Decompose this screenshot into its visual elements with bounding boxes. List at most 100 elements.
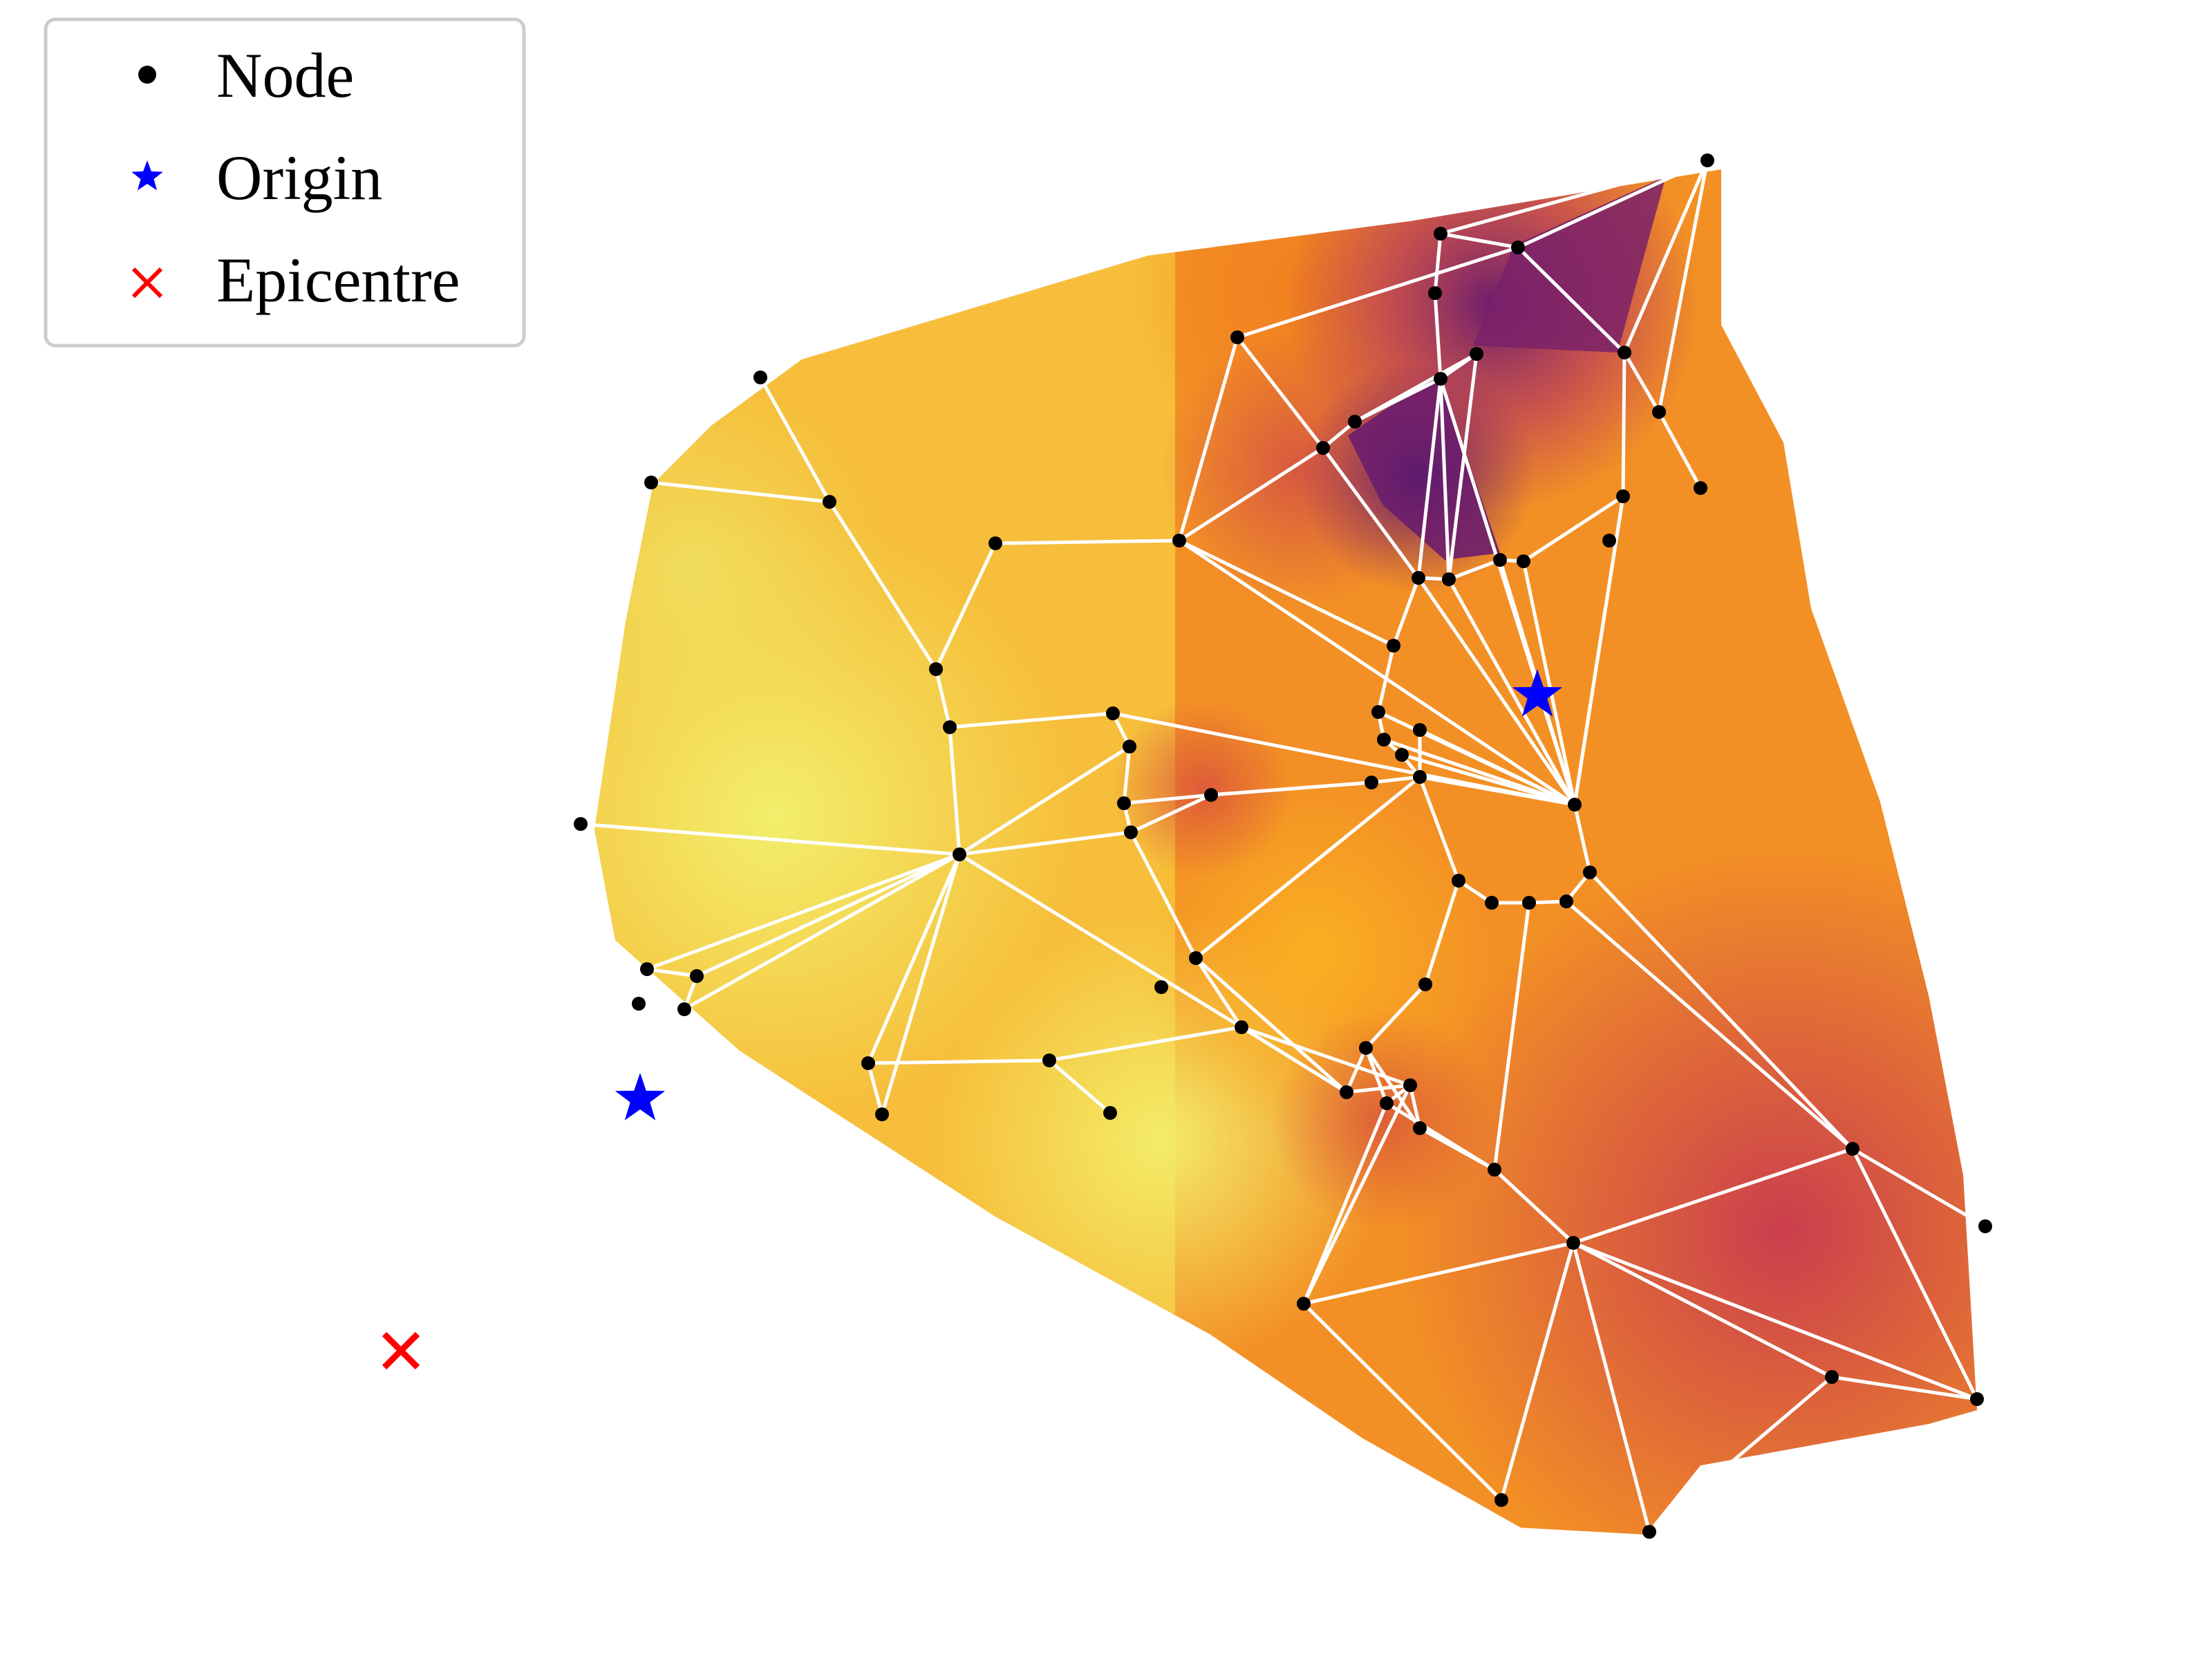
edge: [1571, 1147, 1855, 1245]
edge: [1047, 1058, 1112, 1115]
origin-star: [1512, 669, 1563, 717]
node: [1297, 1297, 1311, 1311]
edge: [1622, 158, 1709, 355]
edge: [1564, 899, 1855, 1151]
node: [1413, 1121, 1427, 1135]
edge: [1235, 335, 1325, 450]
node: [1434, 372, 1447, 386]
edge: [1438, 377, 1577, 807]
edge: [649, 480, 832, 504]
node: [1559, 894, 1573, 908]
node: [1493, 553, 1507, 567]
legend-epicentre-marker: [131, 267, 163, 299]
node: [1825, 1370, 1839, 1384]
node: [677, 1002, 691, 1016]
node: [1172, 534, 1186, 547]
node: [875, 1107, 889, 1121]
node: [1583, 865, 1597, 879]
edge: [682, 852, 962, 1011]
edge: [1194, 956, 1244, 1029]
node: [1235, 1020, 1248, 1034]
edge: [948, 711, 1115, 729]
node: [640, 962, 654, 976]
edge: [1622, 350, 1661, 414]
node: [690, 969, 704, 983]
edge: [1302, 1302, 1503, 1502]
edge: [1047, 1025, 1244, 1062]
edge: [1376, 710, 1577, 807]
node: [1642, 1525, 1656, 1539]
edge: [1344, 1083, 1412, 1094]
node: [574, 817, 588, 831]
edge: [1621, 350, 1627, 498]
node: [1494, 1493, 1508, 1507]
legend-frame: [44, 17, 526, 348]
origin-star: [615, 1073, 666, 1121]
edge: [993, 538, 1181, 545]
edge: [1369, 775, 1422, 785]
node: [1418, 977, 1432, 991]
edge: [1571, 1241, 1834, 1379]
node: [1568, 798, 1582, 812]
edge: [1573, 494, 1625, 807]
node: [1452, 874, 1465, 888]
edge: [1194, 775, 1422, 960]
edge: [1433, 291, 1443, 381]
legend-origin-marker: [131, 160, 163, 191]
edge: [866, 852, 962, 1065]
edge: [1433, 232, 1443, 295]
node: [1602, 534, 1616, 547]
edge: [1657, 410, 1703, 490]
node: [1618, 346, 1631, 359]
edge: [1447, 352, 1479, 581]
node: [1428, 286, 1442, 300]
edge: [1438, 377, 1451, 581]
edge: [1492, 901, 1531, 1172]
node: [1485, 896, 1499, 910]
edge: [1516, 245, 1627, 355]
node: [953, 847, 966, 861]
node: [1124, 825, 1138, 839]
node: [1380, 1096, 1394, 1110]
edge: [948, 725, 962, 856]
origin-markers: [615, 669, 1563, 1121]
node: [1154, 980, 1168, 994]
node: [1566, 1236, 1580, 1250]
edge: [695, 852, 962, 978]
node: [1106, 706, 1120, 720]
edge: [1588, 870, 1855, 1151]
node: [929, 662, 943, 676]
edge: [1177, 538, 1396, 648]
node: [861, 1056, 875, 1070]
edge: [1447, 577, 1577, 807]
edge: [957, 830, 1133, 856]
edge: [1129, 830, 1198, 960]
node: [988, 536, 1002, 550]
edge: [1447, 558, 1502, 581]
edge: [1302, 1101, 1389, 1306]
edge: [1423, 879, 1461, 986]
node: [1978, 1219, 1992, 1233]
node: [1434, 227, 1447, 241]
node: [1413, 770, 1427, 784]
edge: [1647, 1375, 1834, 1534]
edge: [1194, 956, 1349, 1094]
edge: [1521, 494, 1625, 563]
legend-node-label: Node: [216, 40, 354, 111]
edge: [1239, 1025, 1349, 1094]
node: [1123, 740, 1136, 753]
edge: [1657, 158, 1709, 414]
edge: [1302, 1083, 1412, 1306]
edge: [1830, 1375, 1979, 1401]
node: [1522, 896, 1536, 910]
edge: [1385, 1101, 1497, 1172]
network-nodes: [574, 153, 1992, 1539]
edge: [957, 744, 1132, 856]
node: [1340, 1085, 1353, 1099]
edge: [1177, 538, 1577, 807]
edge: [1364, 982, 1427, 1050]
edge: [1111, 711, 1577, 807]
edge: [866, 1058, 1051, 1065]
edge: [1209, 780, 1374, 797]
node: [1700, 153, 1714, 167]
